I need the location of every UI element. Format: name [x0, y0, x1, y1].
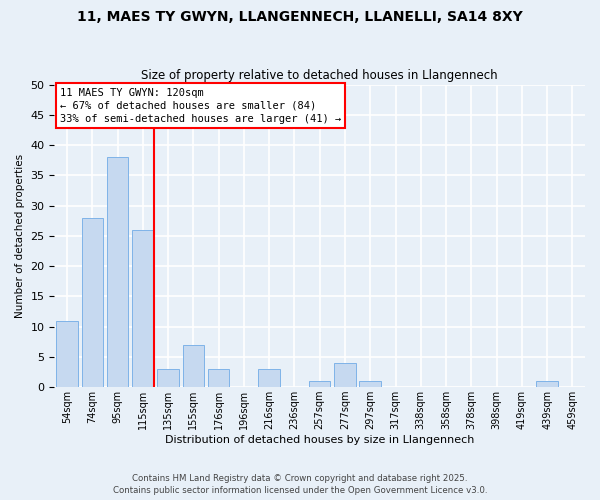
- Text: 11 MAES TY GWYN: 120sqm
← 67% of detached houses are smaller (84)
33% of semi-de: 11 MAES TY GWYN: 120sqm ← 67% of detache…: [60, 88, 341, 124]
- Bar: [259, 369, 280, 387]
- Text: Contains HM Land Registry data © Crown copyright and database right 2025.
Contai: Contains HM Land Registry data © Crown c…: [113, 474, 487, 495]
- Bar: [157, 369, 179, 387]
- Text: 11, MAES TY GWYN, LLANGENNECH, LLANELLI, SA14 8XY: 11, MAES TY GWYN, LLANGENNECH, LLANELLI,…: [77, 10, 523, 24]
- Bar: [182, 345, 204, 387]
- Bar: [82, 218, 103, 387]
- Bar: [536, 381, 558, 387]
- Bar: [56, 320, 78, 387]
- Bar: [309, 381, 331, 387]
- Bar: [107, 157, 128, 387]
- Y-axis label: Number of detached properties: Number of detached properties: [15, 154, 25, 318]
- Title: Size of property relative to detached houses in Llangennech: Size of property relative to detached ho…: [142, 69, 498, 82]
- Bar: [359, 381, 381, 387]
- Bar: [334, 363, 356, 387]
- Bar: [208, 369, 229, 387]
- X-axis label: Distribution of detached houses by size in Llangennech: Distribution of detached houses by size …: [165, 435, 475, 445]
- Bar: [132, 230, 154, 387]
